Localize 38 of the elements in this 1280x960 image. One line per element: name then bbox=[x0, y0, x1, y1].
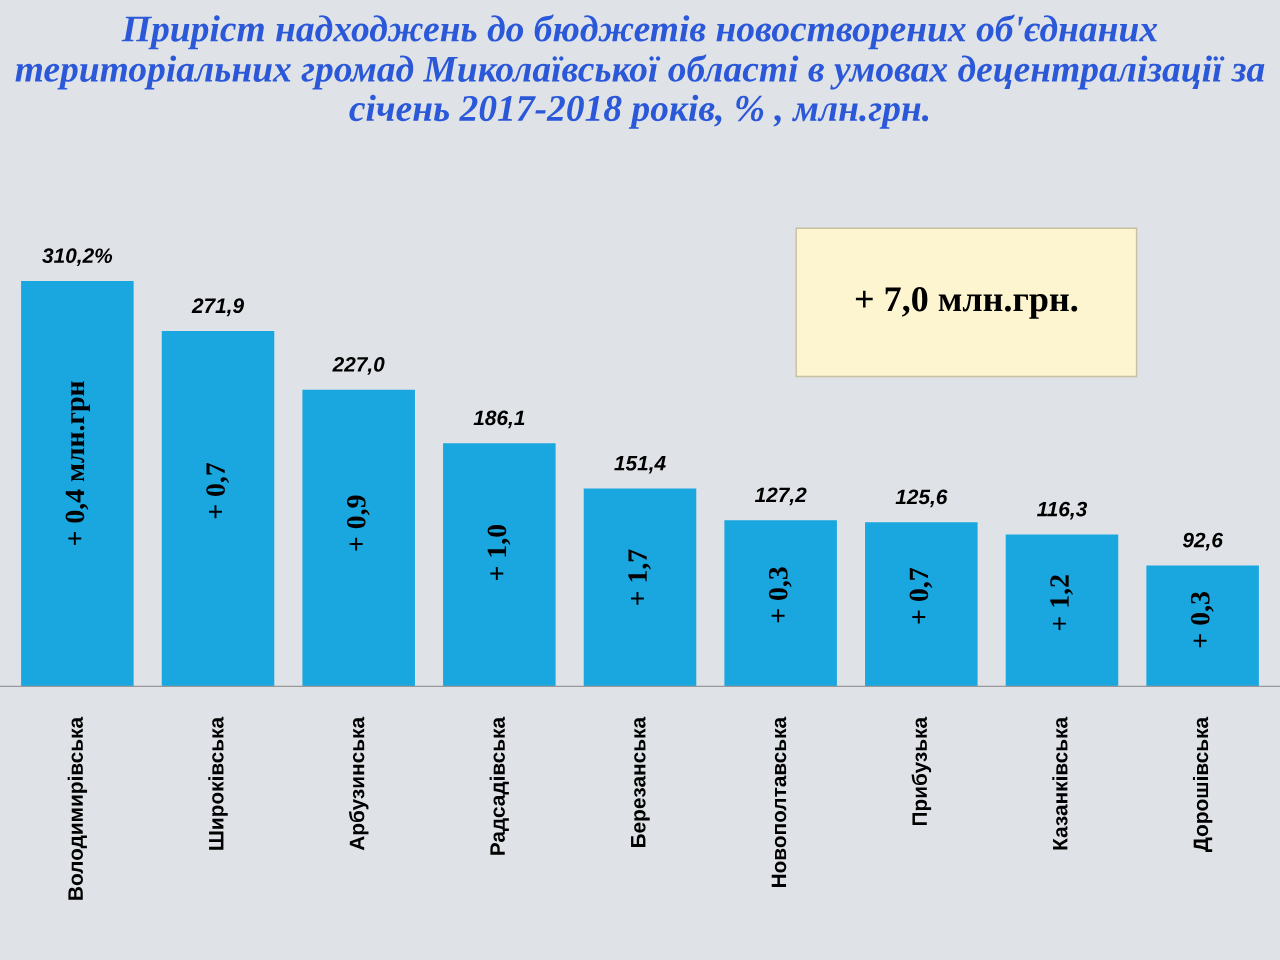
bar bbox=[583, 488, 697, 687]
bar bbox=[302, 389, 415, 687]
bar bbox=[443, 443, 556, 687]
x-tick-label: Казанківська bbox=[1052, 716, 1068, 850]
data-label: 116,3 bbox=[1037, 501, 1088, 520]
bar bbox=[865, 522, 978, 687]
bar bbox=[1005, 534, 1119, 687]
annotation: + 0,4 млн.грн bbox=[65, 381, 90, 545]
data-label: 227,0 bbox=[332, 357, 385, 375]
chart-title: Приріст надходжень до бюджетів новостворених об'єднаних територіальних громад Миколаївської області в умовах децентралізації за січень 2017-2018 років, % , млн.грн. bbox=[15, 14, 1265, 129]
data-label: 271,9 bbox=[191, 298, 244, 317]
data-label: 310,2% bbox=[42, 248, 113, 267]
x-tick-label: Дорошівська bbox=[1192, 716, 1213, 852]
bar bbox=[724, 520, 837, 687]
annotation: + 0,7 bbox=[206, 462, 229, 519]
bar bbox=[161, 331, 275, 687]
x-tick-label: Новополтавська bbox=[771, 716, 787, 888]
data-label: 151,4 bbox=[614, 456, 666, 474]
bar bbox=[21, 281, 134, 687]
annotation: + 1,2 bbox=[1050, 575, 1073, 631]
x-tick-label: Прибузька bbox=[911, 716, 932, 826]
data-label: 127,2 bbox=[754, 487, 807, 506]
x-tick-label: Володимирівська bbox=[67, 716, 88, 900]
annotation: + 1,0 bbox=[487, 524, 511, 580]
x-tick-label: Арбузинська bbox=[348, 716, 369, 851]
annotation: + 0,3 bbox=[1190, 592, 1214, 648]
annotation: + 7,0 млн.грн. bbox=[855, 287, 1078, 319]
annotation: + 0,3 bbox=[768, 567, 792, 623]
x-tick-label: Широківська bbox=[208, 716, 228, 850]
data-label: 92,6 bbox=[1182, 532, 1224, 551]
bar bbox=[1146, 565, 1259, 687]
data-label: 125,6 bbox=[895, 489, 948, 508]
annotation: + 0,7 bbox=[909, 568, 933, 624]
x-tick-label: Березанська bbox=[631, 716, 650, 848]
x-tick-label: Радсадівська bbox=[489, 716, 509, 855]
data-label: 186,1 bbox=[473, 410, 525, 429]
annotation: + 1,7 bbox=[628, 549, 651, 605]
annotation: + 0,9 bbox=[346, 495, 370, 551]
